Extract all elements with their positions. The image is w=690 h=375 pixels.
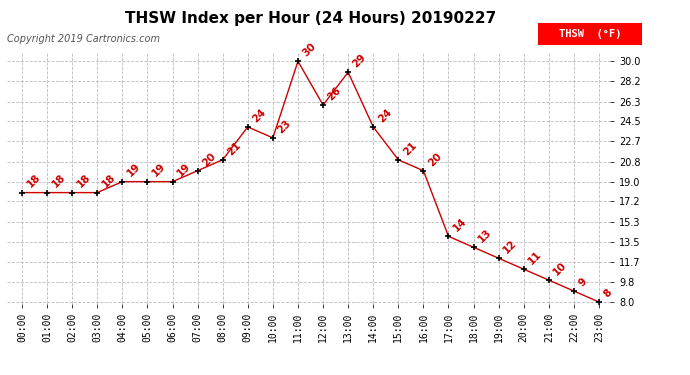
Text: 19: 19 bbox=[150, 162, 168, 179]
Text: 14: 14 bbox=[451, 216, 469, 234]
Text: THSW Index per Hour (24 Hours) 20190227: THSW Index per Hour (24 Hours) 20190227 bbox=[125, 11, 496, 26]
Text: 18: 18 bbox=[75, 172, 92, 190]
Text: 18: 18 bbox=[25, 172, 42, 190]
Text: 19: 19 bbox=[125, 162, 142, 179]
Text: 19: 19 bbox=[175, 162, 193, 179]
Text: 12: 12 bbox=[502, 238, 519, 255]
Text: 24: 24 bbox=[376, 107, 393, 124]
Text: 18: 18 bbox=[50, 172, 67, 190]
Text: 24: 24 bbox=[250, 107, 268, 124]
Text: 10: 10 bbox=[551, 260, 569, 278]
Text: THSW  (°F): THSW (°F) bbox=[559, 29, 621, 39]
Text: Copyright 2019 Cartronics.com: Copyright 2019 Cartronics.com bbox=[7, 34, 160, 44]
Text: 8: 8 bbox=[602, 287, 614, 299]
Text: 23: 23 bbox=[275, 118, 293, 135]
Text: 13: 13 bbox=[476, 227, 493, 244]
Text: 29: 29 bbox=[351, 52, 368, 69]
Text: 21: 21 bbox=[226, 140, 243, 157]
Text: 20: 20 bbox=[426, 151, 444, 168]
Text: 18: 18 bbox=[100, 172, 117, 190]
Text: 26: 26 bbox=[326, 85, 343, 102]
Text: 20: 20 bbox=[200, 151, 217, 168]
Text: 30: 30 bbox=[301, 41, 318, 58]
Text: 21: 21 bbox=[401, 140, 418, 157]
Text: 11: 11 bbox=[526, 249, 544, 266]
Text: 9: 9 bbox=[577, 276, 589, 288]
